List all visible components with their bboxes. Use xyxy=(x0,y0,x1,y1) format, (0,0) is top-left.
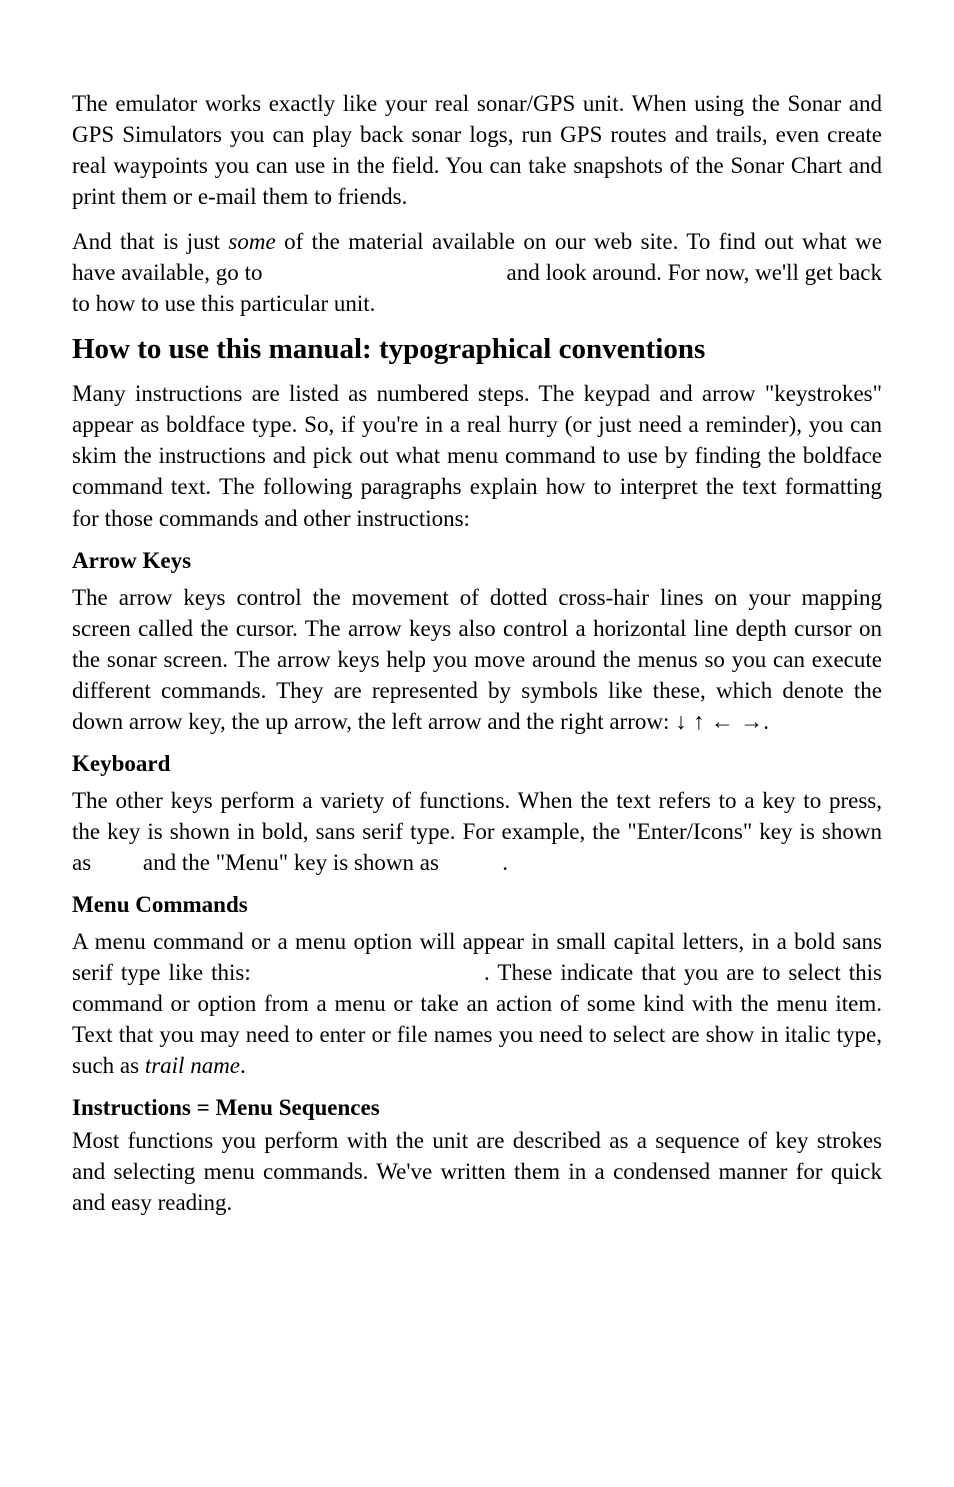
paragraph-instructions: Most functions you perform with the unit… xyxy=(72,1125,882,1218)
heading-menu-commands: Menu Commands xyxy=(72,892,882,918)
text-run: And that is just xyxy=(72,229,228,254)
heading-keyboard: Keyboard xyxy=(72,751,882,777)
heading-arrow-keys: Arrow Keys xyxy=(72,548,882,574)
blank-gap xyxy=(445,850,503,875)
paragraph-keyboard: The other keys perform a variety of func… xyxy=(72,785,882,878)
heading-instructions: Instructions = Menu Sequences xyxy=(72,1095,882,1121)
emphasis-trail-name: trail name xyxy=(145,1053,240,1078)
emphasis-some: some xyxy=(228,229,275,254)
paragraph-menu-commands: A menu command or a menu option will app… xyxy=(72,926,882,1081)
blank-gap xyxy=(259,960,484,985)
document-page: The emulator works exactly like your rea… xyxy=(0,0,954,1304)
arrow-glyphs: ↓ ↑ ← → xyxy=(675,708,763,734)
paragraph-arrow-keys: The arrow keys control the movement of d… xyxy=(72,582,882,737)
text-run: . xyxy=(763,709,769,734)
blank-gap xyxy=(268,260,500,285)
paragraph-website: And that is just some of the material av… xyxy=(72,226,882,319)
text-run: . xyxy=(502,850,508,875)
blank-gap xyxy=(97,850,137,875)
heading-how-to-use: How to use this manual: typographical co… xyxy=(72,333,882,366)
paragraph-intro-conventions: Many instructions are listed as numbered… xyxy=(72,378,882,533)
paragraph-emulator: The emulator works exactly like your rea… xyxy=(72,88,882,212)
text-run: and the "Menu" key is shown as xyxy=(137,850,445,875)
text-run: . xyxy=(240,1053,246,1078)
